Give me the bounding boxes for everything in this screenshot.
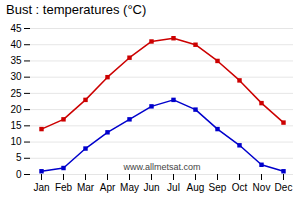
svg-text:Jan: Jan [33,182,49,193]
svg-text:0: 0 [16,169,22,180]
svg-text:Nov: Nov [253,182,271,193]
svg-text:15: 15 [10,120,22,131]
svg-text:Mar: Mar [77,182,95,193]
svg-text:40: 40 [10,39,22,50]
svg-text:Feb: Feb [55,182,73,193]
svg-text:Dec: Dec [275,182,293,193]
svg-text:45: 45 [10,23,22,34]
html-text:Bust : temperatures (°C): Bust : temperatures (°C) [6,2,147,17]
svg-text:10: 10 [10,136,22,147]
svg-text:35: 35 [10,55,22,66]
svg-text:20: 20 [10,104,22,115]
svg-text:Apr: Apr [100,182,116,193]
svg-text:May: May [120,182,139,193]
svg-text:Aug: Aug [187,182,205,193]
svg-text:5: 5 [16,152,22,163]
svg-text:25: 25 [10,88,22,99]
svg-text:Jul: Jul [167,182,180,193]
svg-text:Sep: Sep [209,182,227,193]
svg-text:Oct: Oct [232,182,248,193]
svg-text:www.allmetsat.com: www.allmetsat.com [122,162,200,172]
svg-text:Jun: Jun [143,182,159,193]
svg-text:30: 30 [10,71,22,82]
